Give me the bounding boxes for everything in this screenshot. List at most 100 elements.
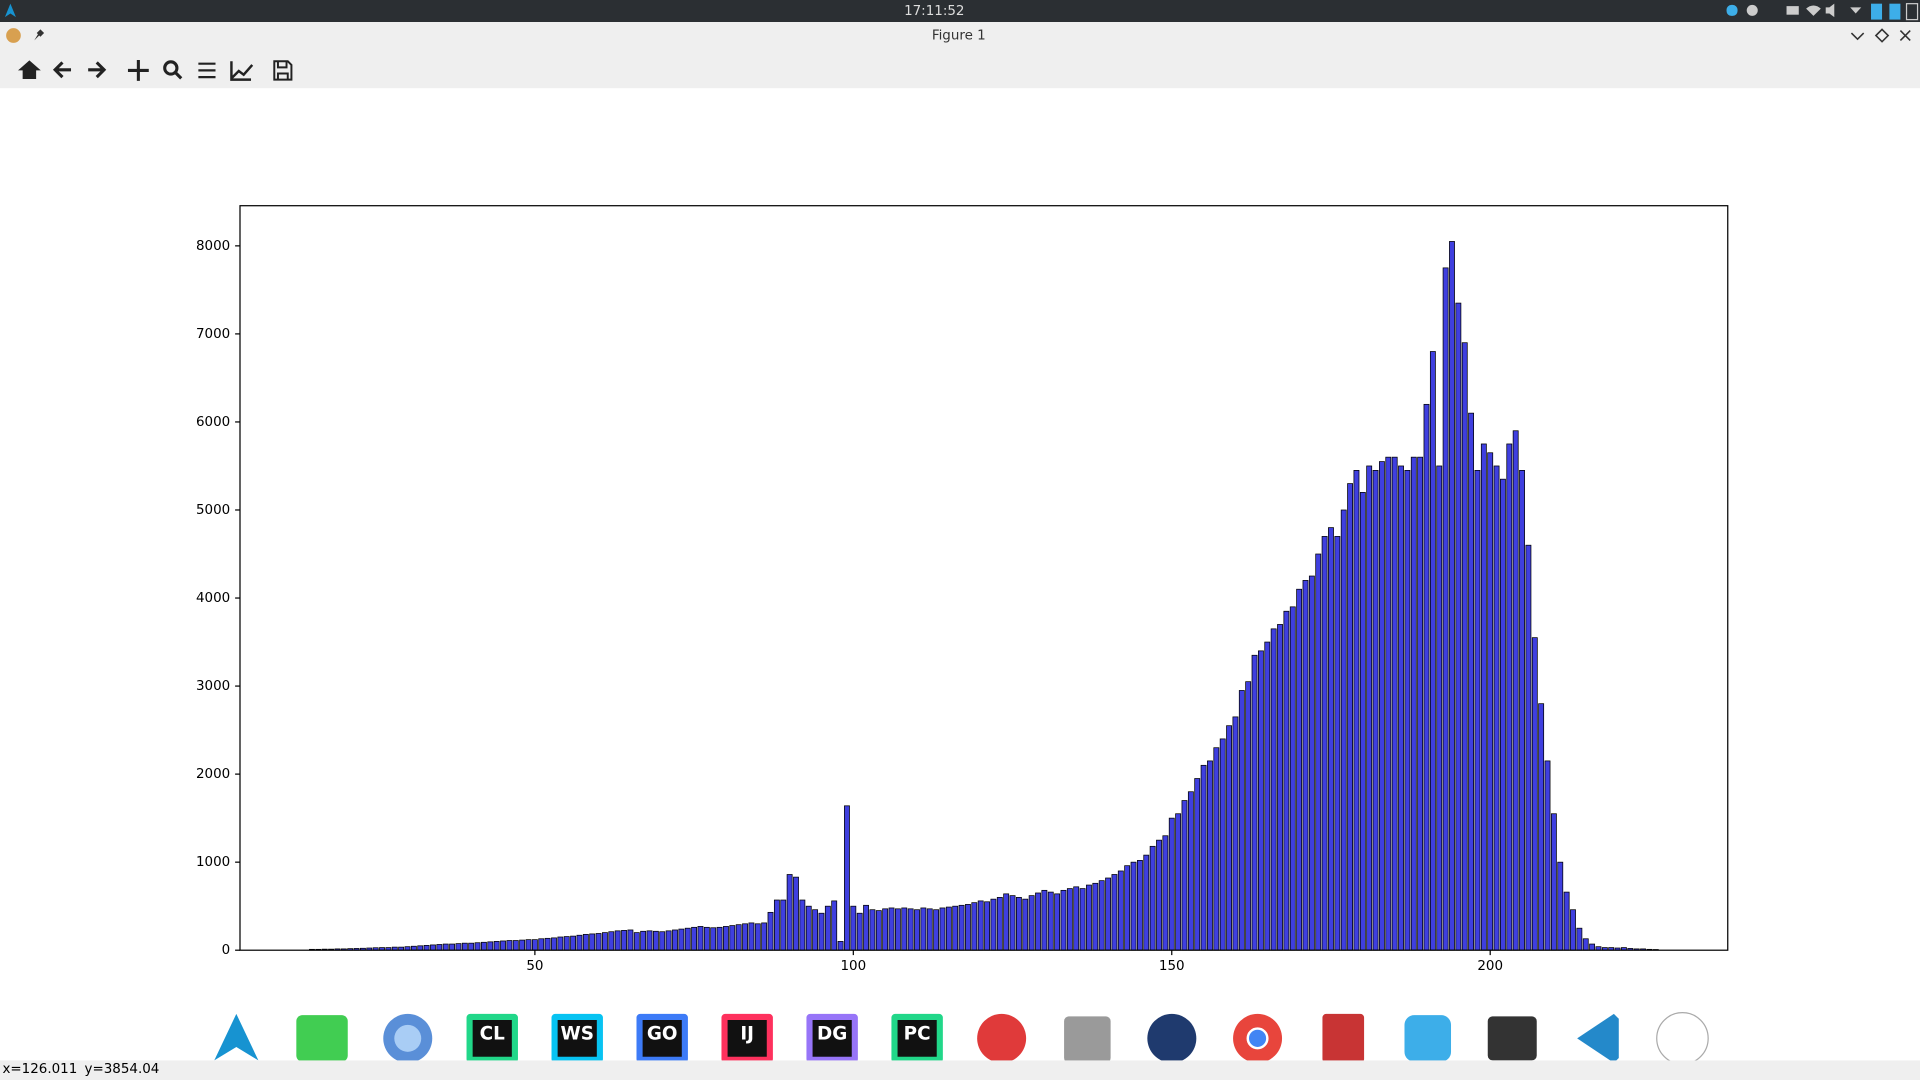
bar [1226,725,1232,951]
toolbar [0,48,1920,89]
home-button[interactable] [17,60,41,79]
window-title: Figure 1 [932,29,986,44]
bar [1512,430,1519,951]
bar [1009,895,1016,951]
subplots-button[interactable] [198,62,216,79]
axes-frame [239,205,1729,951]
bar [1022,898,1029,951]
bar [1550,813,1557,951]
y-tick-label: 7000 [196,327,230,342]
arch-logo[interactable] [4,3,16,18]
bar [812,909,819,951]
bar [1251,654,1258,951]
dock-vivaldi[interactable] [1147,1013,1197,1063]
y-tick-label: 0 [222,943,231,958]
bar [1442,267,1449,951]
x-tick-label: 150 [1159,959,1185,974]
bar [1035,892,1041,951]
bar [500,940,506,951]
dock-music[interactable] [977,1013,1027,1063]
status-bar [0,1060,1920,1080]
y-tick-label: 4000 [196,591,230,606]
bar [1391,456,1398,951]
bar [939,907,946,951]
bar [1207,760,1213,951]
bar [824,905,831,951]
bar [519,939,526,951]
bar [831,900,838,951]
bar [1130,861,1137,951]
bar [1321,536,1328,951]
save-button[interactable] [273,60,293,81]
bar [1531,637,1538,951]
bar [557,936,564,951]
bar [786,874,793,951]
maximize-button[interactable] [1874,28,1890,43]
dock-files[interactable] [1064,1016,1111,1063]
pan-button[interactable] [127,60,149,81]
bar [1302,580,1309,951]
bar [1187,791,1194,951]
bar [1098,880,1105,951]
bar [1111,874,1118,951]
dock-ide-face [897,1020,937,1057]
bar [1079,888,1086,951]
bar [1429,351,1436,951]
bar [894,908,901,951]
bar [723,926,729,951]
bar [977,900,984,951]
bar [1041,889,1048,951]
bar [576,934,583,951]
bar [1117,870,1124,951]
axes-button[interactable] [230,61,254,81]
dock-qt[interactable] [296,1015,348,1062]
bar [1308,575,1315,951]
bar [652,930,659,951]
tray[interactable] [1726,3,1919,21]
bar [888,907,895,951]
bar [1410,456,1417,951]
bar [1003,893,1010,951]
pin-button[interactable] [34,29,45,41]
close-button[interactable] [1899,30,1911,41]
bar [417,945,424,951]
bar [646,930,653,951]
y-tick-label: 8000 [196,239,230,254]
forward-button[interactable] [88,61,107,79]
bar [589,933,596,951]
bar [1461,342,1468,951]
bar [1086,884,1092,951]
back-button[interactable] [52,61,72,79]
dock-ide-label: PC [904,1024,931,1045]
bar [1493,465,1500,951]
dock-ide-label: GO [647,1024,678,1045]
dock-pinwheel[interactable] [1656,1012,1709,1065]
zoom-button[interactable] [163,60,183,80]
bar [952,905,959,951]
bar [710,927,717,951]
dock-reader[interactable] [1322,1013,1365,1063]
bar [984,901,990,951]
dock-star[interactable] [1404,1015,1452,1062]
bar [468,942,475,951]
bar [525,939,532,951]
bar [1105,877,1111,951]
bar [863,904,869,951]
bar [735,924,742,951]
dock-arch[interactable] [214,1013,259,1061]
top-bar [0,0,1920,23]
bar [965,904,971,951]
bar [818,912,825,951]
bar [1398,465,1404,951]
bar [1366,465,1373,951]
bar [672,929,678,951]
bar [1589,943,1596,951]
dock-vscode[interactable] [1577,1013,1619,1063]
bar [837,941,844,951]
minimize-button[interactable] [1850,32,1865,41]
bar [640,930,647,951]
dock-ide-face [642,1020,682,1057]
bar [1219,738,1226,951]
dock-terminal[interactable] [1487,1016,1537,1061]
bar [1423,403,1430,951]
